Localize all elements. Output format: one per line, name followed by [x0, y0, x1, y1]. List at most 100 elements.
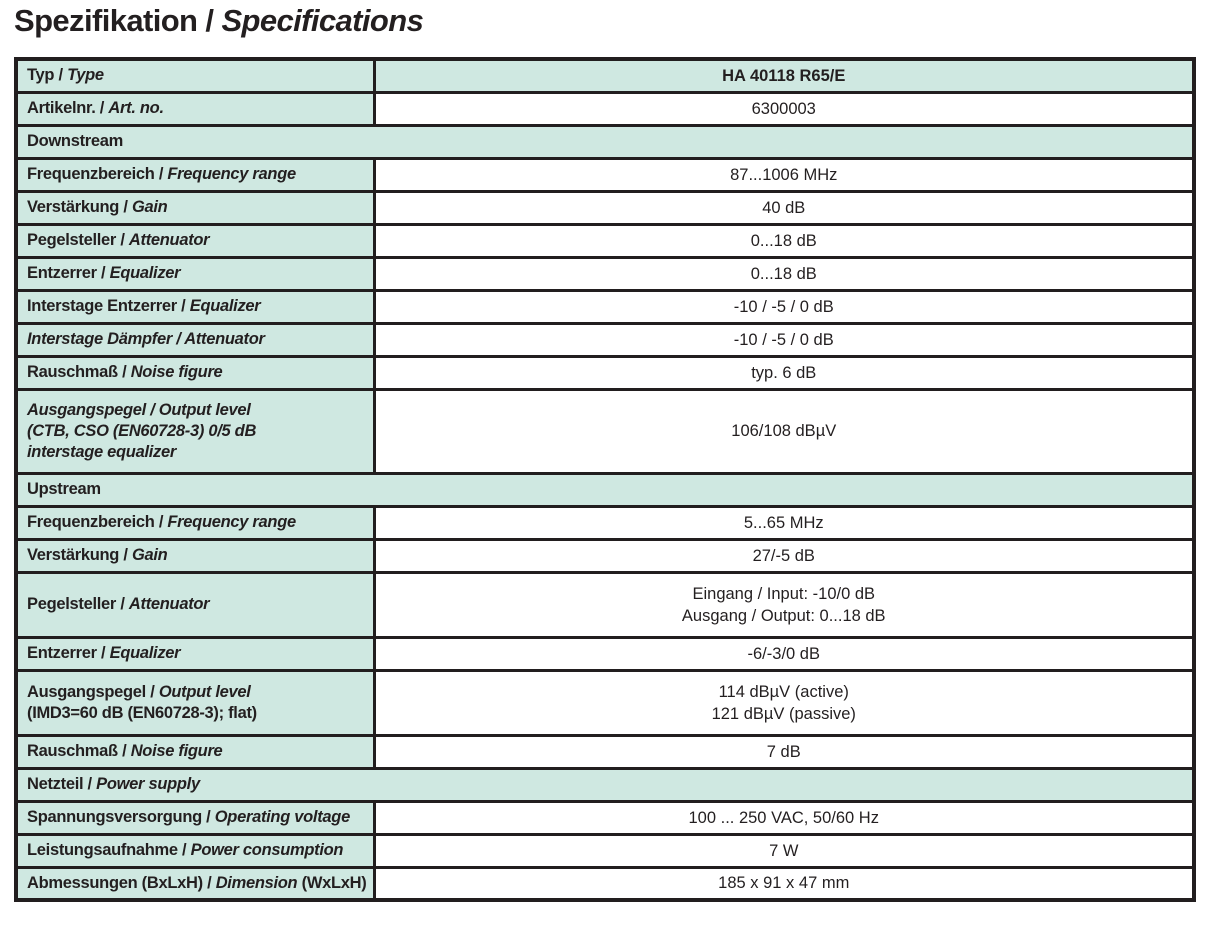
label-line: Spannungsversorgung / Operating voltage: [27, 807, 367, 828]
label-segment: Entzerrer /: [27, 644, 110, 662]
value-line: 40 dB: [762, 198, 806, 217]
spec-label-cell: Verstärkung / Gain: [14, 189, 376, 226]
spec-row: Rauschmaß / Noise figure 7 dB: [14, 733, 1196, 770]
value-line: Ausgang / Output: 0...18 dB: [681, 606, 886, 625]
spec-row: Leistungsaufnahme / Power consumption 7 W: [14, 832, 1196, 869]
label-segment: interstage equalizer: [27, 442, 176, 461]
spec-value-cell: 27/-5 dB: [372, 537, 1196, 574]
spec-label-cell: Pegelsteller / Attenuator: [14, 570, 376, 639]
page-title-en: Specifications: [221, 3, 424, 38]
label-segment: Verstärkung /: [27, 198, 132, 216]
value-line: 185 x 91 x 47 mm: [718, 874, 850, 893]
label-segment: Equalizer: [109, 644, 181, 662]
value-line: Eingang / Input: -10/0 dB: [692, 584, 876, 603]
label-line: Entzerrer / Equalizer: [27, 263, 367, 284]
spec-row: Pegelsteller / Attenuator 0...18 dB: [14, 222, 1196, 259]
spec-label-cell: Rauschmaß / Noise figure: [14, 354, 376, 391]
label-segment: Equalizer: [189, 297, 261, 315]
spec-row: Ausgangspegel / Output level (IMD3=60 dB …: [14, 668, 1196, 737]
spec-row: Frequenzbereich / Frequency range 5...65 …: [14, 504, 1196, 541]
label-segment: Downstream: [27, 132, 124, 150]
label-segment: Power supply: [96, 775, 200, 793]
section-header-cell: Downstream: [14, 123, 1196, 160]
section-header-row: Upstream: [14, 471, 1196, 508]
section-header-cell: Upstream: [14, 471, 1196, 508]
label-segment: Attenuator: [128, 231, 210, 249]
label-segment: Attenuator: [128, 595, 210, 613]
value-line: 7 W: [769, 841, 799, 860]
label-segment: Operating voltage: [214, 808, 350, 826]
value-line: 5...65 MHz: [743, 513, 824, 532]
label-segment: Rauschmaß /: [27, 742, 131, 760]
label-segment: Frequency range: [167, 165, 296, 183]
value-line: 87...1006 MHz: [730, 165, 838, 184]
spec-label-cell: Entzerrer / Equalizer: [14, 255, 376, 292]
spec-row: Frequenzbereich / Frequency range 87...10…: [14, 156, 1196, 193]
label-segment: Entzerrer /: [27, 264, 110, 282]
label-line: Interstage Dämpfer / Attenuator: [27, 329, 367, 350]
spec-value-cell: 7 W: [372, 832, 1196, 869]
label-line: Frequenzbereich / Frequency range: [27, 512, 367, 533]
label-line: Typ / Type: [27, 65, 367, 86]
label-segment: Gain: [131, 546, 168, 564]
value-line: -10 / -5 / 0 dB: [733, 297, 834, 316]
label-line: Abmessungen (BxLxH) / Dimension (WxLxH): [27, 873, 367, 894]
value-line: typ. 6 dB: [751, 363, 817, 382]
spec-label-cell: Entzerrer / Equalizer: [14, 635, 376, 672]
spec-label-cell: Spannungsversorgung / Operating voltage: [14, 799, 376, 836]
spec-row: Ausgangspegel / Output level (CTB, CSO (E…: [14, 387, 1196, 475]
label-line: interstage equalizer: [27, 442, 367, 463]
value-line: 6300003: [751, 99, 816, 118]
label-segment: Output level: [158, 682, 251, 701]
label-line: Entzerrer / Equalizer: [27, 643, 367, 664]
label-segment: Netzteil /: [27, 775, 97, 793]
spec-label-cell: Frequenzbereich / Frequency range: [14, 156, 376, 193]
label-segment: Frequency range: [167, 513, 296, 531]
spec-value-cell: Eingang / Input: -10/0 dB Ausgang / Outpu…: [372, 570, 1196, 639]
spec-label-cell: Abmessungen (BxLxH) / Dimension (WxLxH): [14, 865, 376, 902]
section-header-row: Netzteil / Power supply: [14, 766, 1196, 803]
value-line: HA 40118 R65/E: [722, 66, 846, 85]
page-title: Spezifikation / Specifications: [14, 3, 424, 39]
spec-label-cell: Interstage Dämpfer / Attenuator: [14, 321, 376, 358]
label-segment: Noise figure: [130, 363, 223, 381]
spec-value-cell: -6/-3/0 dB: [372, 635, 1196, 672]
label-segment: Noise figure: [130, 742, 223, 760]
spec-row: Pegelsteller / Attenuator Eingang / Input…: [14, 570, 1196, 639]
spec-value-cell: 7 dB: [372, 733, 1196, 770]
value-line: 106/108 dBµV: [731, 422, 837, 440]
page-title-de: Spezifikation /: [14, 3, 222, 38]
label-segment: Rauschmaß /: [27, 363, 131, 381]
value-line: 0...18 dB: [750, 231, 817, 250]
value-line: 114 dBµV (active): [718, 682, 849, 701]
spec-value-cell: 87...1006 MHz: [372, 156, 1196, 193]
label-segment: Interstage Dämpfer / Attenuator: [27, 330, 265, 348]
spec-value-cell: 114 dBµV (active) 121 dBµV (passive): [372, 668, 1196, 737]
label-line: Verstärkung / Gain: [27, 545, 367, 566]
label-segment: Typ /: [27, 66, 68, 85]
spec-label-cell: Rauschmaß / Noise figure: [14, 733, 376, 770]
label-segment: Power consumption: [190, 841, 344, 859]
spec-value-cell: -10 / -5 / 0 dB: [372, 288, 1196, 325]
label-segment: Upstream: [27, 480, 101, 498]
spec-label-cell: Leistungsaufnahme / Power consumption: [14, 832, 376, 869]
spec-label-cell: Artikelnr. / Art. no.: [14, 90, 376, 127]
value-line: 7 dB: [766, 742, 801, 761]
label-segment: Pegelsteller /: [27, 231, 129, 249]
spec-label-cell: Ausgangspegel / Output level (CTB, CSO (E…: [14, 387, 376, 475]
spec-value-cell: HA 40118 R65/E: [372, 57, 1196, 94]
spec-row: Entzerrer / Equalizer 0...18 dB: [14, 255, 1196, 292]
spec-value-cell: 0...18 dB: [372, 222, 1196, 259]
label-segment: Dimension: [215, 873, 298, 892]
label-line: Verstärkung / Gain: [27, 197, 367, 218]
label-line: Pegelsteller / Attenuator: [27, 230, 367, 251]
section-header-cell: Netzteil / Power supply: [14, 766, 1196, 803]
spec-row: Interstage Entzerrer / Equalizer -10 / -5…: [14, 288, 1196, 325]
spec-label-cell: Pegelsteller / Attenuator: [14, 222, 376, 259]
spec-value-cell: 185 x 91 x 47 mm: [372, 865, 1196, 902]
label-segment: Artikelnr. /: [27, 99, 109, 117]
spec-value-cell: 6300003: [372, 90, 1196, 127]
label-segment: Interstage Entzerrer /: [27, 297, 190, 315]
value-line: 121 dBµV (passive): [711, 704, 856, 723]
section-header-row: Downstream: [14, 123, 1196, 160]
